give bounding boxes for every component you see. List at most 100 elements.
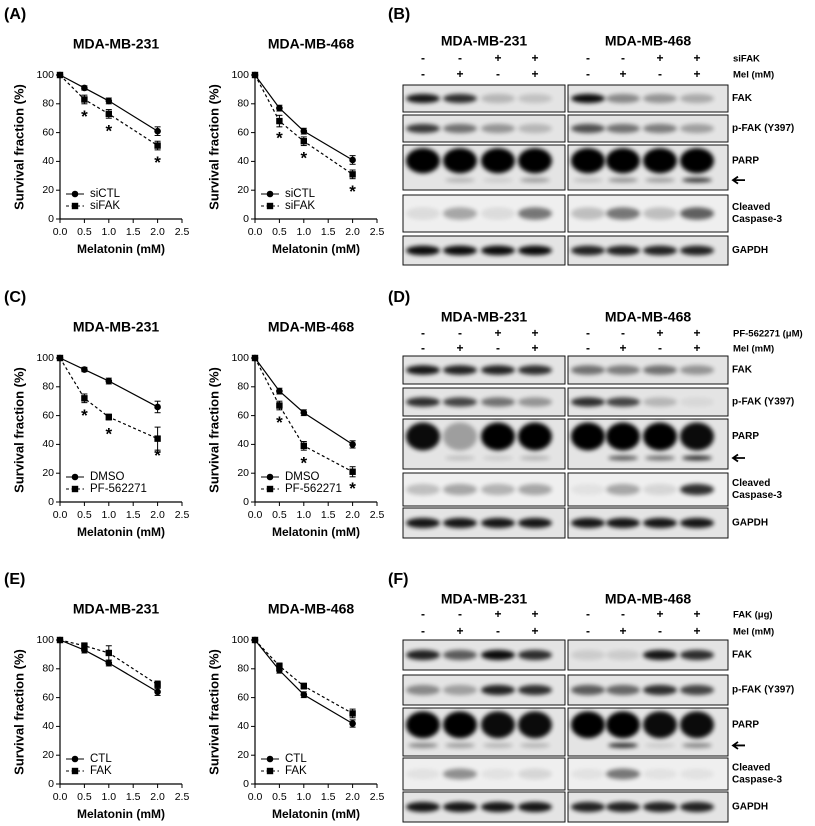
treatment-sign: + (693, 51, 700, 65)
y-tick-label: 20 (42, 184, 54, 196)
marker (349, 720, 356, 727)
y-tick-label: 20 (42, 749, 54, 761)
blot-band (571, 483, 605, 496)
blot-band (643, 207, 677, 220)
treatment-sign: - (421, 326, 425, 340)
y-tick-label: 0 (48, 496, 54, 508)
y-tick-label: 20 (237, 467, 249, 479)
y-tick-label: 100 (231, 634, 249, 646)
chart-title: MDA-MB-231 (73, 319, 160, 335)
treatment-sign: + (531, 326, 538, 340)
treatment-sign: - (496, 624, 500, 638)
x-tick-label: 2.5 (175, 226, 190, 238)
significance-mark: * (105, 425, 112, 444)
marker (56, 636, 64, 644)
treatment-sign: + (531, 67, 538, 81)
marker (154, 435, 161, 442)
y-tick-label: 20 (237, 184, 249, 196)
band-label: FAK (732, 93, 753, 104)
cleaved-band (608, 742, 638, 748)
legend-label: FAK (285, 765, 307, 777)
blot-band (443, 245, 477, 256)
marker (71, 190, 79, 198)
x-tick-label: 1.5 (321, 509, 336, 521)
marker (81, 642, 88, 649)
blot-band (481, 422, 515, 451)
blot-band (571, 123, 605, 134)
series-line (254, 357, 353, 473)
blot-band (606, 483, 640, 496)
blot-band (643, 768, 677, 780)
significance-mark: * (276, 129, 283, 148)
blot-band (518, 207, 552, 220)
x-tick-label: 0.0 (248, 509, 263, 521)
blot-band (406, 483, 440, 496)
blot-band (643, 711, 677, 739)
y-tick-label: 40 (42, 438, 54, 450)
treatment-label: Mel (mM) (733, 344, 774, 355)
chart-title: MDA-MB-468 (268, 601, 355, 617)
marker (71, 767, 79, 775)
treatment-sign: + (456, 341, 463, 355)
blot-band (606, 517, 640, 529)
series-line (59, 639, 158, 686)
marker (71, 755, 79, 763)
blot-band (643, 245, 677, 256)
marker (105, 413, 112, 421)
marker (349, 156, 356, 164)
blot-band (680, 422, 714, 451)
blot-band (518, 397, 552, 407)
y-tick-label: 60 (237, 126, 249, 138)
blot-band (481, 245, 515, 256)
legend-label: siFAK (90, 200, 120, 212)
x-axis-label: Melatonin (mM) (77, 242, 165, 256)
band-label: FAK (732, 650, 753, 661)
marker (266, 202, 274, 210)
cell-line-header: MDA-MB-468 (605, 33, 692, 49)
blot-band (406, 422, 440, 451)
marker (71, 473, 79, 481)
marker (154, 688, 161, 696)
y-tick-label: 60 (42, 409, 54, 421)
x-tick-label: 2.5 (175, 509, 190, 521)
panel-label: (D) (388, 289, 410, 306)
cell-line-header: MDA-MB-231 (441, 591, 528, 607)
cleaved-arrow (731, 741, 745, 750)
x-tick-label: 1.0 (101, 791, 116, 803)
band-label: GAPDH (732, 802, 768, 813)
blot-band (606, 207, 640, 220)
blot-band (443, 93, 477, 104)
x-tick-label: 1.5 (126, 226, 141, 238)
blot-band (571, 517, 605, 529)
x-tick-label: 2.0 (345, 791, 360, 803)
y-tick-label: 0 (243, 213, 249, 225)
y-axis-label: Survival fraction (%) (11, 84, 26, 210)
cleaved-band (645, 177, 675, 183)
legend-label: CTL (90, 753, 112, 765)
treatment-label: Mel (mM) (733, 627, 774, 638)
treatment-sign: + (656, 607, 663, 621)
blot-band (606, 93, 640, 104)
blot-band (443, 207, 477, 220)
blot-band (443, 365, 477, 375)
band-label: Caspase-3 (732, 775, 782, 786)
blot-band (680, 207, 714, 220)
blot-band (643, 365, 677, 375)
cell-line-header: MDA-MB-231 (441, 33, 528, 49)
y-tick-label: 80 (237, 98, 249, 110)
blot-band (481, 801, 515, 813)
significance-mark: * (81, 107, 88, 126)
treatment-sign: + (494, 51, 501, 65)
marker (154, 142, 161, 149)
chart-title: MDA-MB-231 (73, 601, 160, 617)
marker (105, 110, 112, 118)
blot-band (443, 148, 477, 174)
cleaved-band (520, 742, 550, 748)
blot-band (481, 123, 515, 134)
band-label: GAPDH (732, 245, 768, 256)
blot-band (406, 768, 440, 780)
blot-band (518, 768, 552, 780)
y-axis-label: Survival fraction (%) (11, 649, 26, 775)
cleaved-band (483, 177, 513, 183)
